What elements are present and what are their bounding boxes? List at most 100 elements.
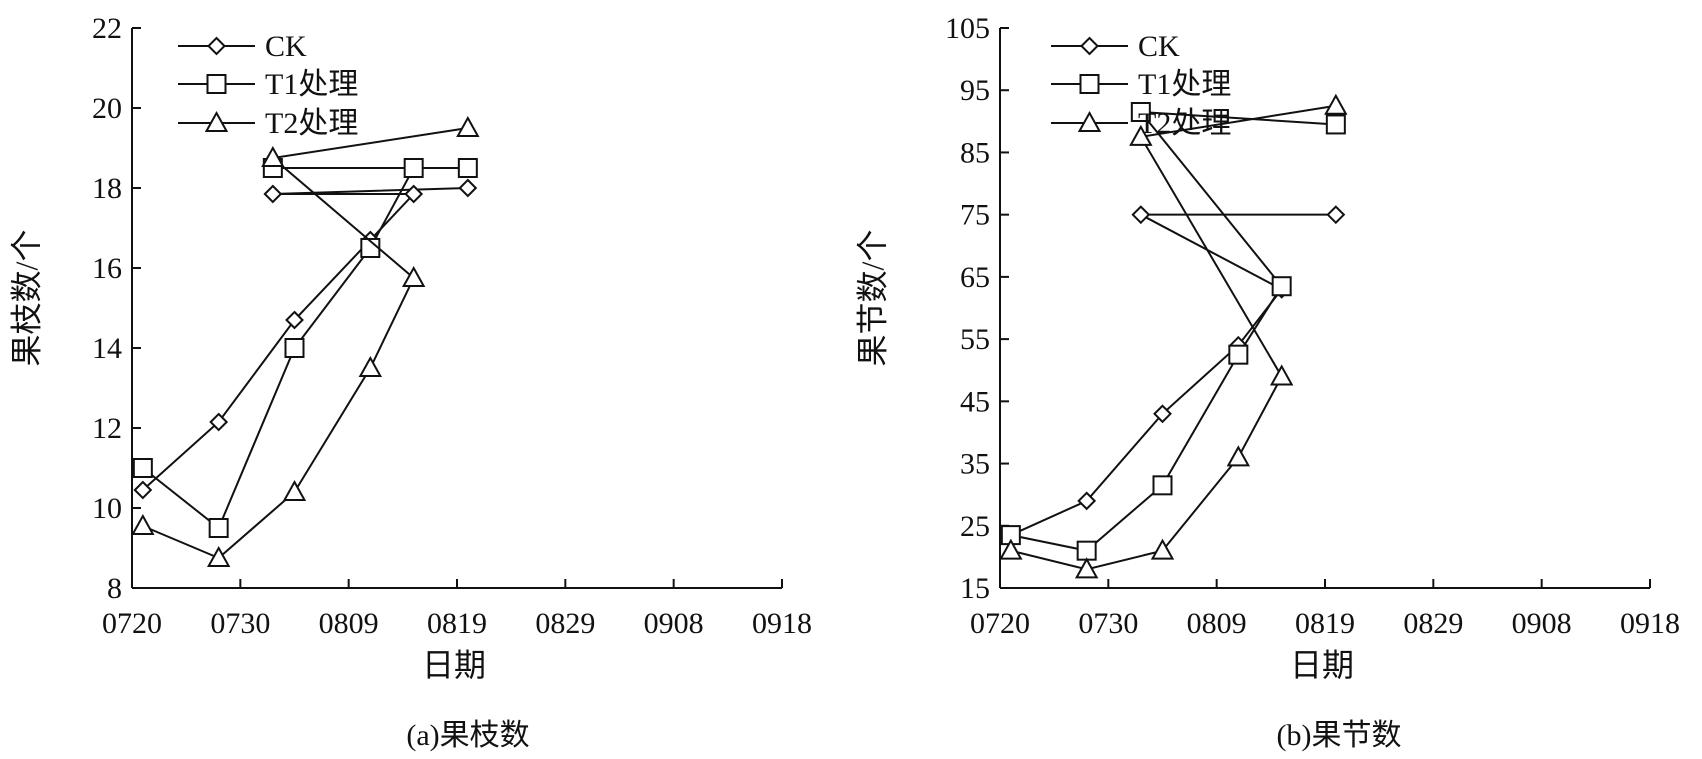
legend-marker-triangle — [204, 110, 229, 132]
legend-entry: CK — [1051, 30, 1180, 63]
figure-caption: (a)果枝数 — [406, 719, 529, 752]
legend-label: T1处理 — [1138, 68, 1231, 101]
y-tick-label: 18 — [92, 172, 122, 205]
y-tick-label: 15 — [960, 572, 990, 605]
y-tick-label: 10 — [92, 492, 122, 525]
x-tick-label: 0829 — [1403, 607, 1463, 640]
y-axis-label: 果枝数/个 — [8, 230, 44, 367]
x-tick-label: 0819 — [427, 607, 487, 640]
legend-entry: T1处理 — [1051, 68, 1231, 101]
data-point-triangle — [261, 145, 285, 167]
x-tick-label: 0918 — [1620, 607, 1680, 640]
legend-marker-square — [1079, 74, 1100, 94]
data-point-diamond — [1326, 205, 1346, 225]
data-point-triangle — [1129, 124, 1153, 146]
data-point-diamond — [458, 178, 478, 198]
data-point-diamond — [1077, 491, 1097, 511]
legend-label: T2处理 — [1138, 107, 1231, 140]
x-tick-label: 0908 — [1512, 607, 1572, 640]
data-point-triangle — [1226, 445, 1251, 467]
y-tick-label: 14 — [92, 332, 122, 365]
y-tick-label: 65 — [960, 261, 990, 294]
series-square — [1000, 102, 1346, 561]
data-point-diamond — [1153, 404, 1172, 424]
data-point-triangle — [999, 538, 1023, 560]
x-tick-label: 0730 — [1078, 607, 1138, 640]
x-tick-label: 0918 — [752, 607, 812, 640]
y-tick-label: 25 — [960, 510, 990, 543]
legend-marker-diamond — [207, 36, 226, 56]
y-tick-label: 85 — [960, 136, 990, 169]
x-tick-label: 0829 — [535, 607, 595, 640]
y-tick-label: 16 — [92, 252, 122, 285]
data-point-square — [1325, 114, 1346, 135]
data-point-diamond — [209, 412, 229, 432]
y-tick-label: 12 — [92, 412, 122, 445]
series-triangle — [131, 115, 480, 567]
legend-marker-diamond — [1080, 36, 1099, 56]
legend-marker-triangle — [1077, 110, 1102, 132]
series-triangle — [999, 93, 1348, 579]
data-point-diamond — [404, 184, 424, 204]
data-point-square — [403, 158, 424, 178]
x-tick-label: 0720 — [970, 607, 1030, 640]
data-point-triangle — [1150, 538, 1175, 560]
data-point-diamond — [285, 310, 304, 330]
data-point-triangle — [1269, 364, 1294, 386]
legend-label: CK — [1138, 30, 1180, 63]
legend-entry: CK — [178, 30, 307, 63]
series-diamond — [1001, 205, 1346, 545]
data-point-square — [208, 518, 229, 538]
chart-panel-a: 8 10 12 14 16 18 20 22 0720 0730 0809 0819 0829 0908 0… — [8, 12, 812, 752]
y-tick-label: 35 — [960, 448, 990, 481]
data-point-square — [132, 458, 153, 478]
legend-label: T1处理 — [265, 68, 358, 101]
data-point-triangle — [401, 265, 426, 287]
data-point-triangle — [1074, 557, 1099, 579]
y-tick-label: 95 — [960, 74, 990, 107]
data-point-square — [1228, 344, 1249, 365]
y-tick-label: 20 — [92, 92, 122, 125]
x-tick-label: 0809 — [1187, 607, 1247, 640]
data-point-diamond — [263, 184, 283, 204]
figure-caption: (b)果节数 — [1277, 719, 1402, 752]
data-point-diamond — [133, 480, 153, 500]
data-point-square — [1152, 475, 1173, 496]
x-tick-label: 0819 — [1295, 607, 1355, 640]
data-point-square — [284, 338, 305, 358]
x-tick-label: 0730 — [210, 607, 270, 640]
data-point-triangle — [206, 545, 231, 567]
y-axis-label: 果节数/个 — [854, 230, 890, 367]
data-point-triangle — [1324, 93, 1348, 115]
data-point-triangle — [131, 513, 155, 535]
legend-label: CK — [265, 30, 307, 63]
series-diamond — [133, 178, 478, 500]
y-tick-label: 8 — [107, 572, 122, 605]
series-line — [1010, 104, 1336, 571]
legend-entry: T2处理 — [1051, 107, 1231, 140]
series-square — [132, 158, 478, 538]
y-tick-label: 45 — [960, 385, 990, 418]
y-tick-label: 22 — [92, 12, 122, 45]
x-tick-label: 0720 — [102, 607, 162, 640]
y-tick-label: 75 — [960, 199, 990, 232]
chart-panel-b: 15 25 35 45 55 65 75 85 95 105 0720 0730 0809 0819 082… — [854, 12, 1680, 752]
x-tick-label: 0809 — [319, 607, 379, 640]
legend-label: T2处理 — [265, 107, 358, 140]
data-point-triangle — [358, 355, 383, 377]
x-axis-label: 日期 — [1290, 647, 1354, 683]
data-point-square — [1271, 276, 1292, 297]
y-tick-label: 105 — [945, 12, 990, 45]
data-point-diamond — [1131, 205, 1151, 225]
legend-marker-square — [206, 74, 227, 94]
data-point-square — [457, 158, 478, 178]
data-point-triangle — [282, 479, 307, 501]
series-line — [142, 187, 468, 491]
x-axis-label: 日期 — [422, 647, 486, 683]
x-tick-label: 0908 — [644, 607, 704, 640]
series-line — [1010, 110, 1336, 552]
y-tick-label: 55 — [960, 323, 990, 356]
data-point-square — [1130, 102, 1151, 122]
legend-entry: T1处理 — [178, 68, 358, 101]
